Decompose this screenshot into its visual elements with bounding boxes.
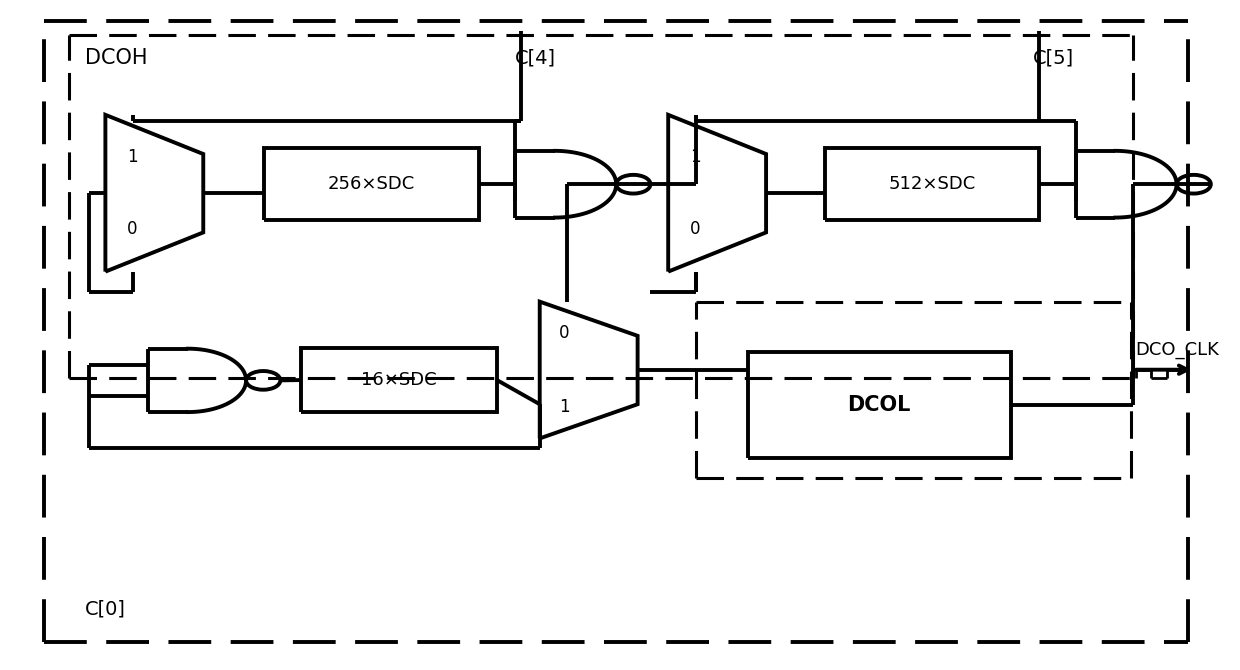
Text: C[4]: C[4] [516,49,557,68]
Text: 16×SDC: 16×SDC [361,371,436,389]
Text: C[0]: C[0] [84,599,125,618]
Text: C[5]: C[5] [1033,49,1074,68]
Text: DCO_CLK: DCO_CLK [1136,340,1219,358]
Text: 1: 1 [126,148,138,166]
Text: 0: 0 [559,324,569,342]
Text: 256×SDC: 256×SDC [327,176,415,193]
Text: DCOH: DCOH [84,48,148,68]
Text: 1: 1 [689,148,701,166]
Text: 0: 0 [689,220,701,239]
Text: 0: 0 [126,220,138,239]
Text: DCOL: DCOL [848,395,911,415]
Text: 1: 1 [559,398,569,416]
Text: 512×SDC: 512×SDC [888,176,976,193]
